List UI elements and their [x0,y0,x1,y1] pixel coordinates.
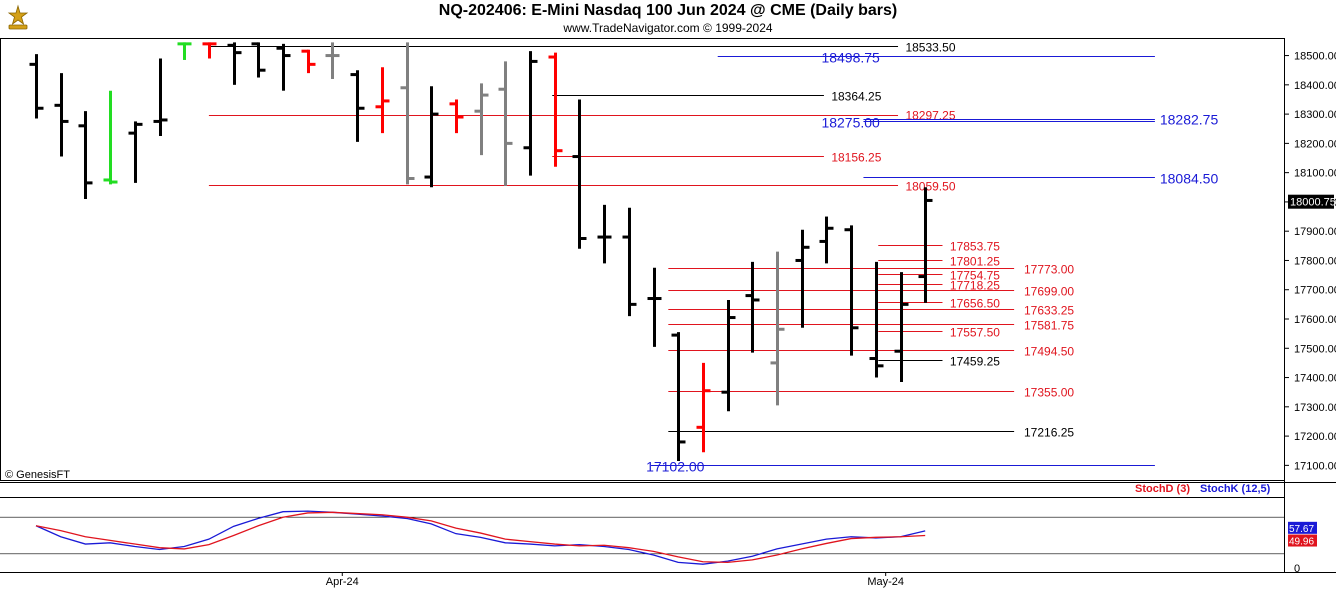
price-tick-label: 17800.00 [1294,255,1336,267]
level-label: 17102.00 [646,459,705,475]
ohlc-bar [103,90,118,185]
level-label: 17699.00 [1024,285,1074,299]
level-label: 17459.25 [950,355,1000,369]
price-tick-label: 17600.00 [1294,314,1336,326]
stoch-k-legend: StochK (12,5) [1200,483,1271,495]
stochastic-panel [0,497,1336,573]
ohlc-bar [622,207,637,317]
level-label: 18084.50 [1160,171,1219,187]
level-label: 18498.75 [821,50,880,66]
level-label: 18156.25 [831,151,881,165]
level-label: 17754.75 [950,269,1000,283]
ohlc-bar [795,229,810,328]
stoch-value-label: 49.96 [1289,537,1314,548]
ohlc-bar [696,362,711,453]
price-tick-label: 18500.00 [1294,51,1336,63]
stoch-value-label: 57.67 [1289,524,1314,535]
ohlc-bar [177,42,192,60]
ohlc-bar [375,67,390,134]
level-label: 18059.50 [905,180,955,194]
ohlc-bar [869,261,884,378]
ohlc-bar [671,332,686,461]
ohlc-bar [498,61,513,186]
ohlc-bar [301,49,316,74]
stoch-tick-label: 0 [1294,563,1300,575]
ohlc-bar [424,86,439,188]
ohlc-bar [597,204,612,264]
ohlc-bar [894,272,909,382]
level-label: 18297.25 [905,109,955,123]
date-tick-label: May-24 [867,576,904,588]
price-tick-label: 17200.00 [1294,431,1336,443]
price-tick-label: 17400.00 [1294,373,1336,385]
level-label: 17557.50 [950,326,1000,340]
stoch-line [35,511,926,563]
price-tick-label: 17900.00 [1294,226,1336,238]
last-price-tag [1288,194,1334,209]
ohlc-bar [770,251,785,406]
ohlc-bar [819,216,834,264]
date-tick-label: Apr-24 [326,576,359,588]
stoch-value-tag [1288,521,1317,534]
ohlc-bar [449,99,464,134]
ohlc-bar [128,121,143,183]
stoch-d-legend: StochD (3) [1135,483,1190,495]
level-label: 17773.00 [1024,263,1074,277]
ohlc-bar [153,58,168,137]
price-tick-label: 18100.00 [1294,168,1336,180]
ohlc-bar [276,43,291,91]
ohlc-bar [325,42,340,79]
ohlc-bar [721,299,736,412]
price-panel: 18533.50 18498.75 18364.25 18297.25 18282.75… [0,38,1336,483]
ohlc-bar [548,52,563,167]
level-label: 17216.25 [1024,426,1074,440]
price-tick-label: 18400.00 [1294,80,1336,92]
ohlc-bar [844,225,859,356]
level-label: 17581.75 [1024,319,1074,333]
level-label: 17801.25 [950,255,1000,269]
ohlc-bar [572,99,587,249]
level-label: 18282.75 [1160,112,1219,128]
price-tick-label: 18300.00 [1294,109,1336,121]
ohlc-bar [227,42,242,85]
level-label: 17494.50 [1024,345,1074,359]
level-label: 17355.00 [1024,386,1074,400]
data-credit: © GenesisFT [5,469,70,481]
level-label: 17656.50 [950,297,1000,311]
price-tick-label: 18200.00 [1294,138,1336,150]
ohlc-bar [78,111,93,199]
chart-title: NQ-202406: E-Mini Nasdaq 100 Jun 2024 @ … [438,2,898,19]
price-axis: 17100.00 17200.00 17300.00 17400.00 17500.00… [326,38,1336,588]
last-price-label: 18000.75 [1290,197,1336,209]
ohlc-bar [29,54,44,119]
ohlc-bar [523,51,538,176]
ohlc-bar [918,187,933,303]
price-tick-label: 17300.00 [1294,402,1336,414]
price-tick-label: 17100.00 [1294,460,1336,472]
level-label: 17718.25 [950,279,1000,293]
level-label: 18364.25 [831,90,881,104]
ohlc-bar [474,83,489,156]
price-tick-label: 17700.00 [1294,285,1336,297]
price-panel-frame [0,38,1285,481]
stoch-value-tag [1288,534,1317,547]
ohlc-bar [745,261,760,353]
ohlc-bar [647,267,662,347]
price-tick-label: 17500.00 [1294,343,1336,355]
level-label: 17633.25 [1024,304,1074,318]
trade-navigator-logo-icon [7,4,29,30]
level-label: 18533.50 [905,41,955,55]
level-label: 18275.00 [821,115,880,131]
level-label: 17853.75 [950,240,1000,254]
ohlc-bar [251,42,266,78]
ohlc-bar [54,73,69,157]
ohlc-bar [400,42,415,185]
chart-subtitle: www.TradeNavigator.com © 1999-2024 [563,21,773,35]
ohlc-bar [350,70,365,142]
stoch-line [35,510,926,565]
ohlc-bar [202,42,217,59]
